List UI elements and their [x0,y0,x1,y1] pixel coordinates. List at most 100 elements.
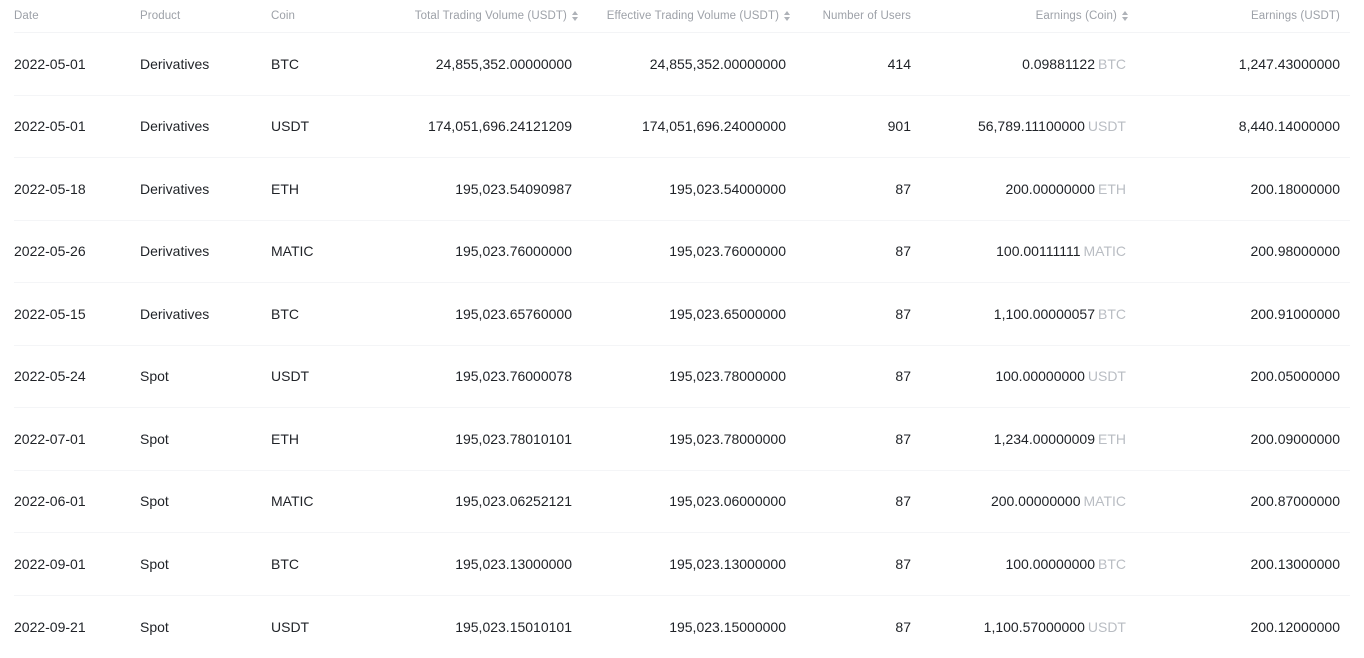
cell-coin: BTC [271,55,299,72]
earnings-coin-unit: MATIC [1083,243,1126,260]
table-body: 2022-05-01 Derivatives BTC 24,855,352.00… [14,33,1350,658]
cell-effective-trading-volume: 195,023.15000000 [669,618,786,635]
earnings-coin-value: 100.00000000 [1005,555,1095,572]
table-row: 2022-05-15 Derivatives BTC 195,023.65760… [14,283,1350,346]
cell-earnings-coin: 100.00000000 USDT [911,368,1128,384]
cell-effective-trading-volume: 195,023.54000000 [669,180,786,197]
cell-coin: MATIC [271,493,314,510]
cell-total-trading-volume: 24,855,352.00000000 [435,55,572,72]
cell-coin: USDT [271,368,310,385]
table-row: 2022-05-01 Derivatives USDT 174,051,696.… [14,96,1350,158]
cell-earnings-usdt: 200.91000000 [1250,305,1340,322]
table-row: 2022-09-21 Spot USDT 195,023.15010101 19… [14,596,1350,658]
col-header-effective-trading-volume-label: Effective Trading Volume (USDT) [606,10,779,22]
table-row: 2022-05-24 Spot USDT 195,023.76000078 19… [14,346,1350,408]
cell-coin: MATIC [271,243,314,260]
col-header-number-of-users-label: Number of Users [822,10,911,22]
table-row: 2022-05-18 Derivatives ETH 195,023.54090… [14,158,1350,221]
earnings-coin-unit: USDT [1087,618,1126,635]
table-header: Date Product Coin Total Trading Volume (… [14,0,1350,33]
table-row: 2022-06-01 Spot MATIC 195,023.06252121 1… [14,471,1350,533]
cell-effective-trading-volume: 195,023.78000000 [669,430,786,447]
col-header-total-trading-volume[interactable]: Total Trading Volume (USDT) [371,10,578,22]
table-row: 2022-09-01 Spot BTC 195,023.13000000 195… [14,533,1350,596]
cell-date: 2022-07-01 [14,430,86,447]
col-header-earnings-usdt: Earnings (USDT) [1128,10,1350,22]
cell-product: Spot [140,430,169,447]
sort-icon[interactable] [1122,11,1128,21]
cell-date: 2022-05-01 [14,55,86,72]
cell-product: Spot [140,493,169,510]
cell-number-of-users: 87 [895,305,911,322]
cell-total-trading-volume: 174,051,696.24121209 [427,118,572,135]
cell-number-of-users: 87 [895,618,911,635]
table-row: 2022-05-01 Derivatives BTC 24,855,352.00… [14,33,1350,96]
table-row: 2022-05-26 Derivatives MATIC 195,023.760… [14,221,1350,283]
earnings-coin-unit: MATIC [1083,493,1126,510]
cell-coin: BTC [271,305,299,322]
cell-total-trading-volume: 195,023.65760000 [455,305,572,322]
earnings-coin-value: 1,100.57000000 [983,618,1085,635]
cell-date: 2022-05-24 [14,368,86,385]
earnings-coin-unit: ETH [1098,430,1126,447]
cell-earnings-usdt: 200.87000000 [1250,493,1340,510]
cell-number-of-users: 901 [887,118,911,135]
cell-earnings-coin: 100.00111111 MATIC [911,243,1128,259]
col-header-earnings-usdt-label: Earnings (USDT) [1250,10,1340,22]
cell-product: Spot [140,555,169,572]
earnings-coin-unit: ETH [1098,180,1126,197]
col-header-number-of-users: Number of Users [790,10,911,22]
cell-product: Derivatives [140,180,210,197]
cell-effective-trading-volume: 195,023.06000000 [669,493,786,510]
cell-earnings-usdt: 200.13000000 [1250,555,1340,572]
cell-earnings-usdt: 200.98000000 [1250,243,1340,260]
earnings-coin-value: 200.00000000 [1005,180,1095,197]
col-header-total-trading-volume-label: Total Trading Volume (USDT) [414,10,567,22]
col-header-earnings-coin-label: Earnings (Coin) [1035,10,1117,22]
col-header-coin: Coin [271,10,371,22]
cell-number-of-users: 87 [895,180,911,197]
cell-coin: USDT [271,618,310,635]
cell-earnings-coin: 200.00000000 ETH [911,181,1128,197]
sort-icon[interactable] [784,11,790,21]
col-header-earnings-coin[interactable]: Earnings (Coin) [911,10,1128,22]
col-header-date-label: Date [14,10,39,22]
earnings-coin-unit: BTC [1098,305,1126,322]
col-header-product: Product [140,10,271,22]
cell-earnings-coin: 1,100.57000000 USDT [911,619,1128,635]
col-header-product-label: Product [140,10,181,22]
sort-icon[interactable] [572,11,578,21]
cell-coin: BTC [271,555,299,572]
cell-earnings-usdt: 200.18000000 [1250,180,1340,197]
cell-date: 2022-09-01 [14,555,86,572]
col-header-effective-trading-volume[interactable]: Effective Trading Volume (USDT) [578,10,790,22]
cell-coin: USDT [271,118,310,135]
earnings-table: Date Product Coin Total Trading Volume (… [14,0,1350,658]
cell-earnings-coin: 1,100.00000057 BTC [911,306,1128,322]
cell-product: Derivatives [140,118,210,135]
col-header-coin-label: Coin [271,10,296,22]
earnings-coin-value: 1,100.00000057 [993,305,1095,322]
cell-number-of-users: 87 [895,368,911,385]
cell-effective-trading-volume: 195,023.78000000 [669,368,786,385]
cell-number-of-users: 87 [895,555,911,572]
cell-earnings-coin: 100.00000000 BTC [911,556,1128,572]
cell-effective-trading-volume: 195,023.13000000 [669,555,786,572]
earnings-coin-unit: BTC [1098,555,1126,572]
cell-number-of-users: 87 [895,243,911,260]
cell-effective-trading-volume: 174,051,696.24000000 [641,118,786,135]
cell-effective-trading-volume: 195,023.76000000 [669,243,786,260]
earnings-coin-value: 56,789.11100000 [977,118,1085,135]
cell-earnings-usdt: 200.12000000 [1250,618,1340,635]
cell-product: Derivatives [140,305,210,322]
cell-earnings-coin: 56,789.11100000 USDT [911,118,1128,134]
cell-product: Spot [140,368,169,385]
cell-earnings-usdt: 200.09000000 [1250,430,1340,447]
cell-total-trading-volume: 195,023.54090987 [455,180,572,197]
cell-total-trading-volume: 195,023.78010101 [455,430,572,447]
col-header-date: Date [14,10,140,22]
cell-earnings-coin: 200.00000000 MATIC [911,493,1128,509]
cell-date: 2022-09-21 [14,618,86,635]
earnings-coin-value: 100.00000000 [995,368,1085,385]
cell-earnings-coin: 1,234.00000009 ETH [911,431,1128,447]
